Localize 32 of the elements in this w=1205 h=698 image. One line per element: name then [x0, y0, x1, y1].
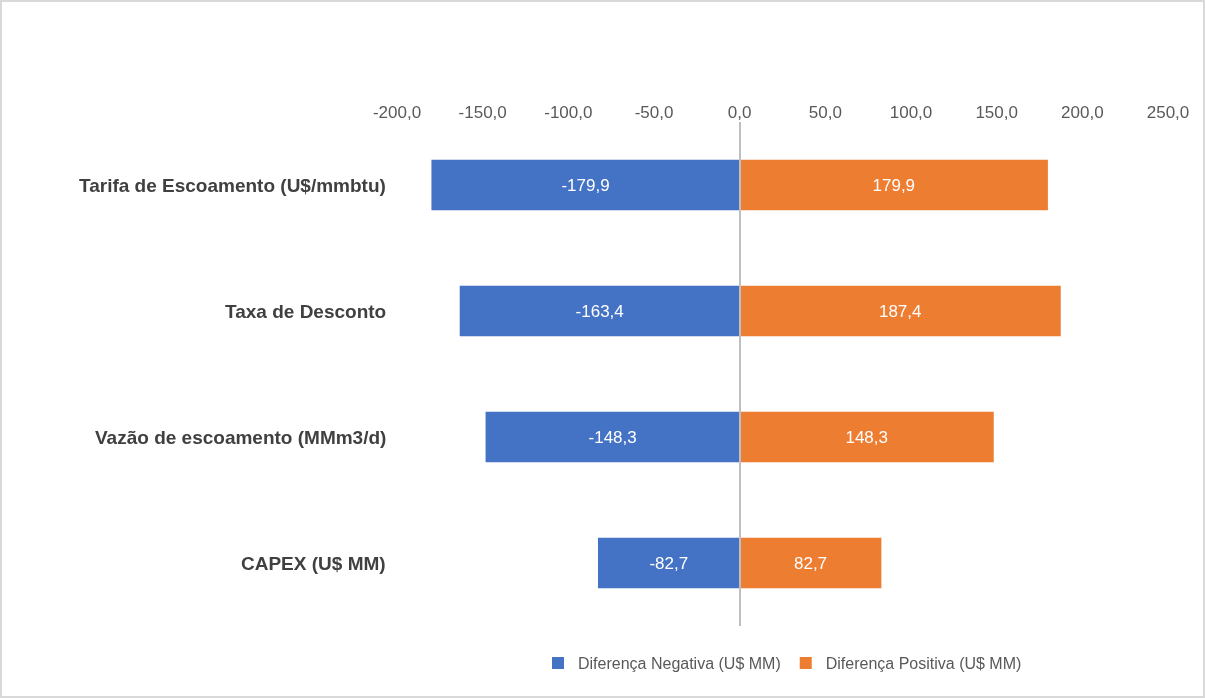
data-label: -82,7	[649, 553, 689, 573]
data-label: -163,4	[575, 301, 624, 321]
bar	[739, 411, 994, 463]
bar	[739, 159, 1048, 211]
data-label: -179,9	[561, 175, 610, 195]
data-label: -148,3	[588, 427, 637, 447]
y-tick-label: CAPEX (U$ MM)	[241, 553, 386, 574]
bar	[431, 159, 740, 211]
bar	[739, 537, 882, 589]
x-tick-label: 200,0	[1061, 102, 1104, 122]
x-tick-label: 250,0	[1146, 102, 1190, 122]
bar	[459, 285, 740, 337]
data-label: 82,7	[793, 553, 828, 573]
x-tick-label: 50,0	[808, 102, 842, 122]
x-tick-label: 100,0	[889, 102, 933, 122]
x-tick-label: -50,0	[634, 102, 674, 122]
x-tick-label: 150,0	[975, 102, 1018, 122]
y-tick-label: Taxa de Desconto	[225, 301, 387, 322]
data-label: 179,9	[872, 175, 916, 195]
data-label: 148,3	[845, 427, 888, 447]
legend-label: Diferença Positiva (U$ MM)	[825, 655, 1022, 673]
legend-label: Diferença Negativa (U$ MM)	[578, 655, 781, 673]
y-tick-label: Tarifa de Escoamento (U$/mmbtu)	[79, 175, 386, 196]
x-tick-label: 0,0	[727, 102, 752, 122]
bar	[597, 537, 740, 589]
bar	[485, 411, 740, 463]
data-label: 187,4	[878, 301, 922, 321]
x-tick-label: -200,0	[372, 102, 422, 122]
x-tick-label: -150,0	[458, 102, 507, 122]
x-tick-label: -100,0	[544, 102, 593, 122]
bar	[739, 285, 1061, 337]
y-tick-label: Vazão de escoamento (MMm3/d)	[95, 427, 387, 448]
